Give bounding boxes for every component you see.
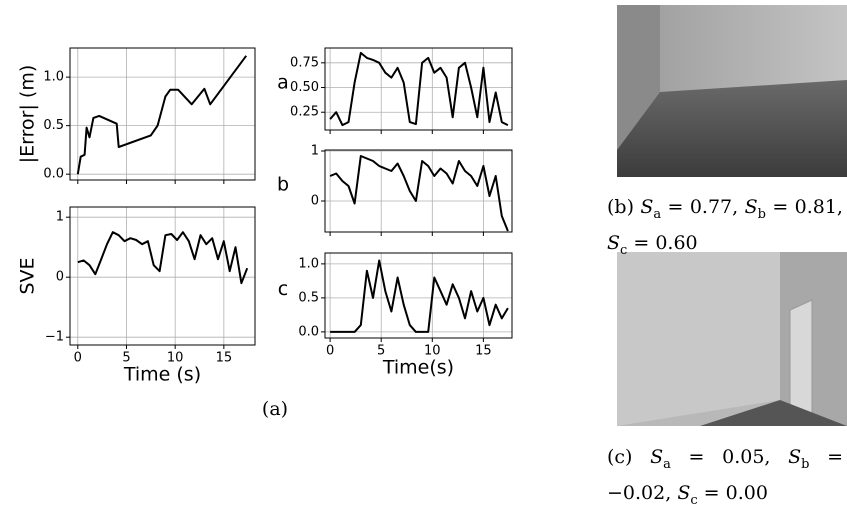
x-tick-label: 5 [377,344,385,359]
x-tick-label: 0 [326,344,334,359]
score-value: 0.60 [655,231,698,254]
data-line [77,231,249,285]
y-tick-label: 0.0 [298,324,319,339]
score-value: 0.81, [794,196,843,218]
symbol: S [650,446,664,468]
score-term: Sa [650,446,671,472]
score-value: 0.05, [722,446,771,468]
symbol: S [607,231,621,254]
chart: 0.25 0.50 0.75a [277,47,513,134]
figure: (a) 0.00.51.0|Error| (m)0 5 10 15−101SVETim… [17,5,847,426]
x-tick-label: 5 [122,351,130,366]
subscript: a [663,456,671,472]
y-axis-label: SVE [17,257,39,294]
plot-frame [69,206,256,346]
x-tick-label: 10 [424,344,441,359]
caption-c: (c) Sa = 0.05, Sb = −0.02, Sc = 0.00 [607,443,843,515]
caption-label: (b) [607,196,634,218]
score-term: Sc [677,481,697,508]
score-value: 0.00 [725,481,768,504]
symbol: S [744,196,758,218]
chart: 0 5 10 15 −1 0 1 SVE Time (s) [17,206,256,386]
subscript: b [801,456,810,472]
x-tick-label: 0 [74,351,82,366]
y-tick-label: 0.50 [290,80,319,95]
plot-frame [69,47,256,181]
y-tick-label: 0.25 [290,105,319,120]
equals: = [633,231,650,254]
caption-b: (b) Sa = 0.77, Sb = 0.81, Sc = 0.60 [607,193,843,265]
data-line [329,51,509,127]
x-axis-label: Time(s) [382,357,454,379]
y-axis-label: |Error| (m) [17,65,39,164]
subscript: a [653,206,662,222]
panel-label: a [277,72,289,94]
y-tick-label: 0 [311,194,319,209]
panel-label: b [277,174,289,196]
data-line [76,55,248,175]
equals: = [667,196,684,218]
y-tick-label: 1 [311,144,319,159]
panel-label: c [278,278,288,300]
equals: = [772,196,789,218]
y-tick-label: 0.75 [290,55,319,70]
y-tick-label: 0.5 [43,118,64,133]
x-axis-label: Time (s) [123,364,201,386]
chart: 0 1 b [277,144,513,236]
chart: 0 5 10 15 0.0 0.5 1.0 Time(s) c [278,252,513,379]
page: (a) 0.0 0.5 1.0 |Error| (m) 0 5 10 15 −1 0 1 SVE Tim… [16,5,847,508]
y-tick-label: 0.0 [43,167,64,182]
subscript: b [757,206,766,222]
y-tick-label: 1 [56,210,64,225]
y-tick-label: 0.5 [298,290,319,305]
y-tick-label: 1.0 [43,70,64,85]
plot-frame [324,252,513,339]
image-c [617,252,847,426]
subscript: c [620,242,628,258]
caption-label: (c) [607,446,633,468]
subscript: c [690,492,698,508]
symbol: S [788,446,802,468]
y-tick-label: 0 [56,270,64,285]
equals: = [688,446,705,468]
y-tick-label: −1 [45,330,64,345]
symbol: S [640,196,654,218]
score-value: 0.77, [689,196,739,218]
score-term: Sb [744,196,766,222]
symbol: S [677,481,691,504]
image-b [617,5,847,177]
y-tick-label: 1.0 [298,256,319,271]
x-tick-label: 10 [167,351,184,366]
plot-frame [324,149,513,233]
score-term: Sc [607,231,627,258]
chart: 0.0 0.5 1.0 |Error| (m) [17,47,256,184]
equals: = [827,446,844,468]
data-line [329,155,509,232]
x-tick-label: 15 [475,344,492,359]
score-term: Sb [788,446,809,472]
score-value: −0.02, [607,481,672,504]
x-tick-label: 15 [216,351,233,366]
score-term: Sa [640,196,661,222]
plot-frame [324,47,513,131]
figure-caption: (a) [262,398,288,420]
equals: = [703,481,720,504]
data-line [330,259,509,333]
